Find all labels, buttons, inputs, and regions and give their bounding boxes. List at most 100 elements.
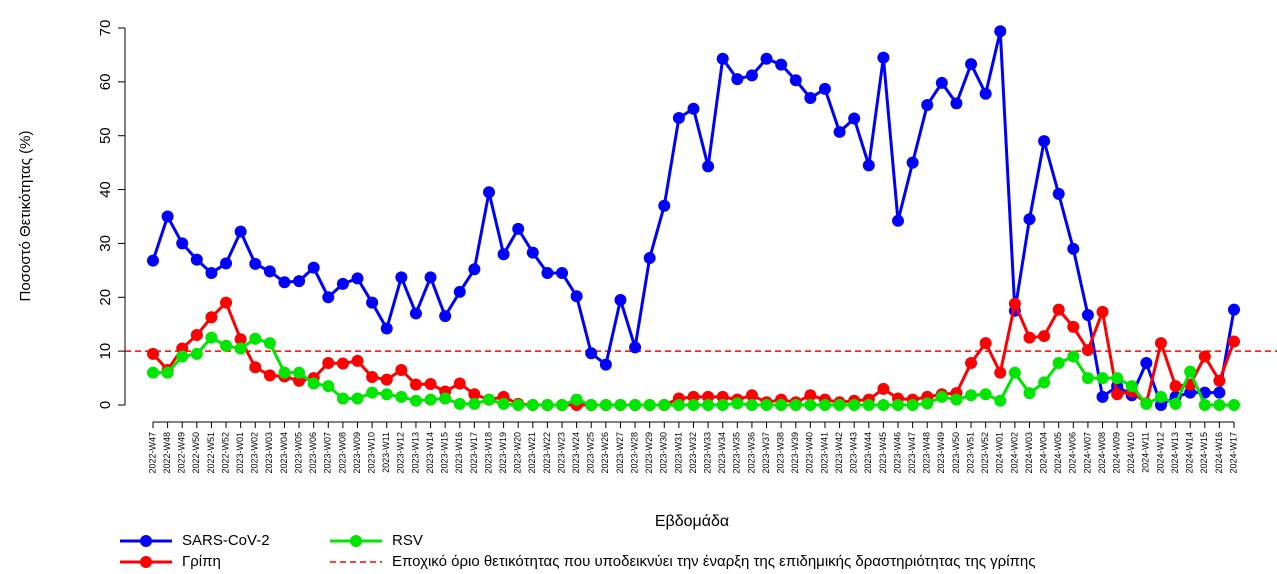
data-point [1213, 386, 1226, 399]
data-point [147, 254, 159, 267]
legend-label: RSV [392, 532, 423, 549]
x-tick-label: 2023-W03 [264, 432, 274, 474]
legend-label: Εποχικό όριο θετικότητας που υποδεικνύει… [392, 553, 1035, 570]
data-point [599, 399, 612, 411]
x-tick-label: 2023-W27 [615, 432, 625, 474]
x-tick-label: 2023-W02 [250, 432, 260, 474]
data-point [1140, 356, 1153, 369]
data-point [877, 382, 890, 395]
data-point [220, 296, 233, 309]
x-tick-label: 2024-W14 [1185, 432, 1195, 474]
x-tick-label: 2023-W07 [323, 432, 333, 474]
data-point [570, 393, 583, 406]
data-point [1067, 320, 1080, 333]
data-point [380, 373, 393, 386]
x-tick-label: 2022-W47 [147, 432, 157, 474]
data-point [877, 399, 890, 411]
data-point [220, 257, 233, 270]
x-tick-label: 2023-W35 [732, 432, 742, 474]
data-point [263, 369, 276, 382]
data-point [818, 399, 831, 411]
data-point [336, 357, 349, 370]
data-point [409, 307, 422, 320]
legend-marker [140, 556, 152, 568]
x-tick-label: 2023-W22 [542, 432, 552, 474]
data-point [205, 267, 218, 280]
data-point [556, 267, 569, 280]
data-point [541, 267, 554, 280]
x-tick-label: 2023-W52 [980, 432, 990, 474]
x-tick-label: 2022-W48 [162, 432, 172, 474]
y-tick-label: 10 [97, 343, 114, 360]
y-tick-label: 50 [97, 127, 114, 144]
data-point [760, 52, 773, 65]
data-point [409, 394, 422, 407]
data-point [1023, 331, 1036, 344]
x-tick-label: 2023-W33 [702, 432, 712, 474]
x-tick-label: 2023-W10 [366, 432, 376, 474]
data-point [702, 399, 715, 411]
data-point [994, 394, 1007, 407]
data-point [147, 347, 159, 360]
data-point [336, 392, 349, 405]
data-point [395, 390, 408, 403]
x-axis-label: Εβδομάδα [655, 513, 729, 530]
data-point [585, 399, 598, 411]
data-point [1096, 305, 1109, 318]
x-tick-label: 2024-W06 [1068, 432, 1078, 474]
data-point [453, 397, 466, 410]
x-tick-label: 2023-W23 [556, 432, 566, 474]
data-point [643, 251, 656, 264]
data-point [935, 390, 948, 403]
y-tick-label: 60 [97, 74, 114, 91]
x-tick-label: 2023-W29 [644, 432, 654, 474]
x-tick-label: 2023-W46 [892, 432, 902, 474]
data-point [439, 310, 452, 323]
data-point [1169, 380, 1182, 393]
x-tick-label: 2023-W41 [819, 432, 829, 474]
data-point [979, 388, 992, 401]
x-tick-label: 2023-W14 [425, 432, 435, 474]
x-tick-label: 2022-W52 [220, 432, 230, 474]
data-point [263, 337, 276, 350]
data-point [380, 388, 393, 401]
data-point [234, 342, 247, 355]
x-tick-label: 2023-W20 [513, 432, 523, 474]
data-point [1213, 399, 1226, 411]
data-point [848, 399, 861, 411]
data-point [234, 333, 247, 346]
data-point [190, 328, 203, 341]
data-point [278, 366, 291, 379]
data-point [1081, 309, 1094, 322]
x-tick-label: 2023-W16 [454, 432, 464, 474]
x-tick-label: 2024-W11 [1141, 432, 1151, 473]
x-tick-label: 2023-W06 [308, 432, 318, 474]
data-point [482, 186, 495, 199]
data-point [672, 111, 685, 124]
data-point [1081, 344, 1094, 357]
data-point [979, 87, 992, 100]
data-point [994, 25, 1007, 38]
x-tick-label: 2023-W21 [527, 432, 537, 474]
data-point [541, 399, 554, 411]
data-point [1023, 213, 1036, 226]
data-point [629, 399, 642, 411]
data-point [1154, 337, 1167, 350]
data-point [731, 397, 744, 410]
data-point [468, 388, 481, 401]
data-point [409, 378, 422, 391]
x-tick-label: 2023-W51 [965, 432, 975, 474]
data-point [1052, 187, 1065, 200]
x-tick-label: 2024-W09 [1112, 432, 1122, 474]
x-tick-label: 2022-W50 [191, 432, 201, 474]
x-tick-label: 2023-W01 [235, 432, 245, 474]
data-point [950, 97, 963, 110]
data-point [1008, 297, 1021, 310]
data-point [789, 399, 802, 411]
x-tick-label: 2023-W48 [922, 432, 932, 474]
data-point [439, 392, 452, 405]
x-tick-label: 2023-W38 [776, 432, 786, 474]
data-point [950, 393, 963, 406]
x-tick-label: 2023-W31 [673, 432, 683, 474]
